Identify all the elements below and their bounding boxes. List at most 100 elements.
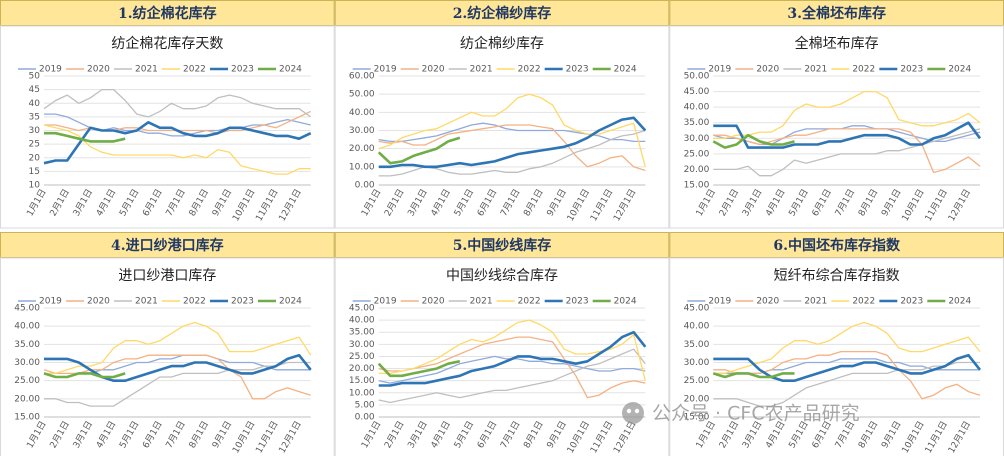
legend-label: 2022 (183, 65, 206, 75)
panel-header-text: 4.进口纱港口库存 (111, 237, 224, 254)
panel-header (334, 232, 670, 258)
y-tick-label: 40.00 (684, 322, 710, 332)
y-tick-label: 10 (29, 181, 41, 191)
legend-label: 2023 (231, 297, 254, 307)
series-line (378, 116, 647, 169)
y-tick-label: 25.00 (684, 376, 710, 386)
legend-label: 2022 (518, 65, 541, 75)
legend-label: 2019 (39, 65, 62, 75)
y-tick-label: 50.00 (684, 72, 710, 82)
y-tick-label: 10.00 (349, 162, 375, 172)
legend-label: 2022 (518, 297, 541, 307)
watermark-icon-dot (634, 408, 640, 414)
y-tick-label: 45.00 (14, 304, 40, 314)
y-tick-label: 15.00 (684, 181, 710, 191)
legend-label: 2019 (374, 297, 397, 307)
y-tick-label: 35 (29, 112, 40, 122)
series-line (43, 88, 312, 118)
y-tick-label: 50 (29, 72, 41, 82)
legend-label: 2023 (900, 65, 923, 75)
y-tick-label: 30.00 (684, 358, 710, 368)
legend-label: 2024 (614, 65, 637, 75)
y-tick-label: 0.00 (355, 181, 375, 191)
legend-label: 2023 (566, 65, 589, 75)
legend-label: 2020 (87, 65, 110, 75)
y-tick-label: 15 (29, 167, 40, 177)
legend-label: 2022 (852, 65, 875, 75)
panel-header-text: 1.纺企棉花库存 (118, 5, 217, 22)
series-line (713, 128, 981, 174)
legend-label: 2024 (279, 297, 302, 307)
series-line (44, 321, 312, 375)
panel-body (334, 257, 670, 456)
chart-title: 纺企棉纱库存 (460, 35, 544, 52)
y-tick-label: 20 (29, 153, 41, 163)
y-tick-label: 20.00 (14, 394, 40, 404)
legend-label: 2019 (374, 65, 397, 75)
series-line (378, 93, 646, 167)
legend-label: 2021 (470, 65, 493, 75)
y-tick-label: 45.00 (684, 87, 710, 97)
y-tick-label: 15.00 (349, 376, 375, 386)
series-line (712, 133, 795, 149)
y-tick-label: 20.00 (684, 394, 710, 404)
y-tick-label: 40.00 (349, 316, 375, 326)
y-tick-label: 45.00 (684, 304, 710, 314)
y-tick-label: 35.00 (349, 328, 375, 338)
series-line (44, 353, 312, 382)
series-line (44, 113, 311, 137)
legend-label: 2020 (422, 65, 445, 75)
y-tick-label: 45.00 (349, 304, 375, 314)
y-tick-label: 45 (29, 85, 40, 95)
legend-label: 2021 (135, 65, 158, 75)
panel-body (0, 257, 335, 456)
legend-label: 2024 (279, 65, 302, 75)
legend-label: 2019 (708, 65, 731, 75)
y-tick-label: 30.00 (349, 340, 375, 350)
series-line (712, 372, 795, 379)
panel-header (0, 0, 335, 26)
y-tick-label: 35.00 (14, 340, 40, 350)
series-line (378, 122, 646, 143)
chart-title: 短纤布综合库存指数 (774, 268, 900, 284)
y-tick-label: 0.00 (355, 413, 375, 423)
legend-label: 2020 (756, 297, 779, 307)
series-line (713, 361, 980, 407)
watermark: 公众号 · CFC农产品研究 (622, 402, 860, 425)
watermark-text: 公众号 · CFC农产品研究 (652, 403, 860, 425)
legend-label: 2022 (852, 297, 875, 307)
series-line (713, 128, 981, 177)
legend-label: 2024 (948, 297, 971, 307)
series-line (378, 124, 646, 172)
y-tick-label: 40.00 (349, 108, 375, 118)
panel-header-text: 2.纺企棉纱库存 (453, 5, 552, 22)
legend-label: 2020 (422, 297, 445, 307)
panel-header-text: 3.全棉坯布库存 (787, 5, 886, 22)
series-line (378, 330, 647, 387)
y-tick-label: 35.00 (684, 340, 710, 350)
legend-label: 2019 (39, 297, 62, 307)
y-tick-label: 35.00 (684, 118, 710, 128)
chart-title: 全棉坯布库存 (795, 35, 879, 52)
y-tick-label: 20.00 (684, 165, 710, 175)
y-tick-label: 30 (29, 126, 41, 136)
panel-header (669, 232, 1004, 258)
y-tick-label: 25.00 (14, 376, 40, 386)
series-line (713, 90, 981, 139)
y-tick-label: 5.00 (355, 400, 375, 410)
y-tick-label: 30.00 (14, 358, 40, 368)
chart-title: 进口纱港口库存 (118, 268, 216, 284)
series-line (377, 360, 461, 378)
series-line (44, 361, 311, 407)
legend-label: 2021 (470, 297, 493, 307)
series-line (713, 350, 981, 400)
y-tick-label: 10.00 (349, 388, 375, 398)
series-line (43, 124, 311, 175)
y-tick-label: 15.00 (684, 413, 710, 423)
y-tick-label: 25 (29, 140, 40, 150)
series-line (44, 131, 126, 143)
panel-header-text: 5.中国纱线库存 (453, 237, 552, 254)
y-tick-label: 20.00 (349, 144, 375, 154)
y-tick-label: 40.00 (684, 103, 710, 113)
